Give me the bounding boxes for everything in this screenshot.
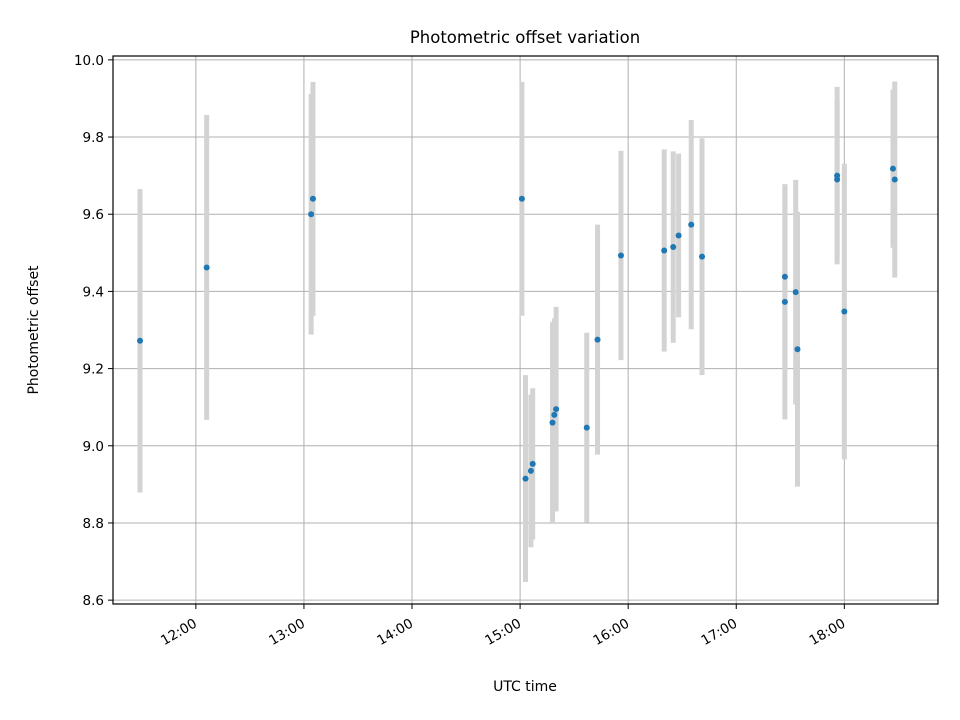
data-point [529, 460, 536, 467]
y-tick-label: 9.4 [83, 284, 104, 300]
grid [113, 56, 938, 604]
x-axis-label: UTC time [493, 679, 557, 695]
y-tick-label: 9.6 [83, 207, 104, 223]
data-point [661, 247, 668, 254]
data-point [522, 475, 529, 482]
y-tick-label: 8.8 [83, 516, 104, 532]
data-point [834, 176, 841, 183]
data-point [699, 253, 706, 260]
y-axis-label: Photometric offset [26, 265, 42, 395]
data-point [891, 176, 898, 183]
data-point [583, 424, 590, 431]
data-point [889, 165, 896, 172]
data-point [794, 346, 801, 353]
chart-title: Photometric offset variation [410, 28, 640, 47]
y-tick-label: 9.2 [83, 362, 104, 378]
data-point [527, 467, 534, 474]
data-point [518, 195, 525, 202]
data-point [553, 406, 560, 413]
data-point [137, 337, 144, 344]
data-point [675, 232, 682, 239]
data-point [617, 252, 624, 259]
data-point [792, 289, 799, 296]
data-point [781, 273, 788, 280]
data-point [688, 221, 695, 228]
y-tick-label: 9.0 [83, 439, 104, 455]
y-tick-label: 8.6 [83, 593, 104, 609]
y-tick-label: 10.0 [74, 53, 104, 69]
data-point [203, 264, 210, 271]
data-point [841, 308, 848, 315]
data-point [309, 195, 316, 202]
plot-frame [112, 55, 939, 605]
data-points [137, 165, 898, 482]
data-point [308, 211, 315, 218]
data-point [551, 411, 558, 418]
data-point [781, 298, 788, 305]
y-axis-ticks: 8.6 8.8 9.0 9.2 9.4 9.6 9.8 10.0 [74, 53, 113, 609]
data-point [549, 419, 556, 426]
data-point [594, 336, 601, 343]
y-tick-label: 9.8 [83, 130, 104, 146]
data-point [670, 244, 677, 251]
